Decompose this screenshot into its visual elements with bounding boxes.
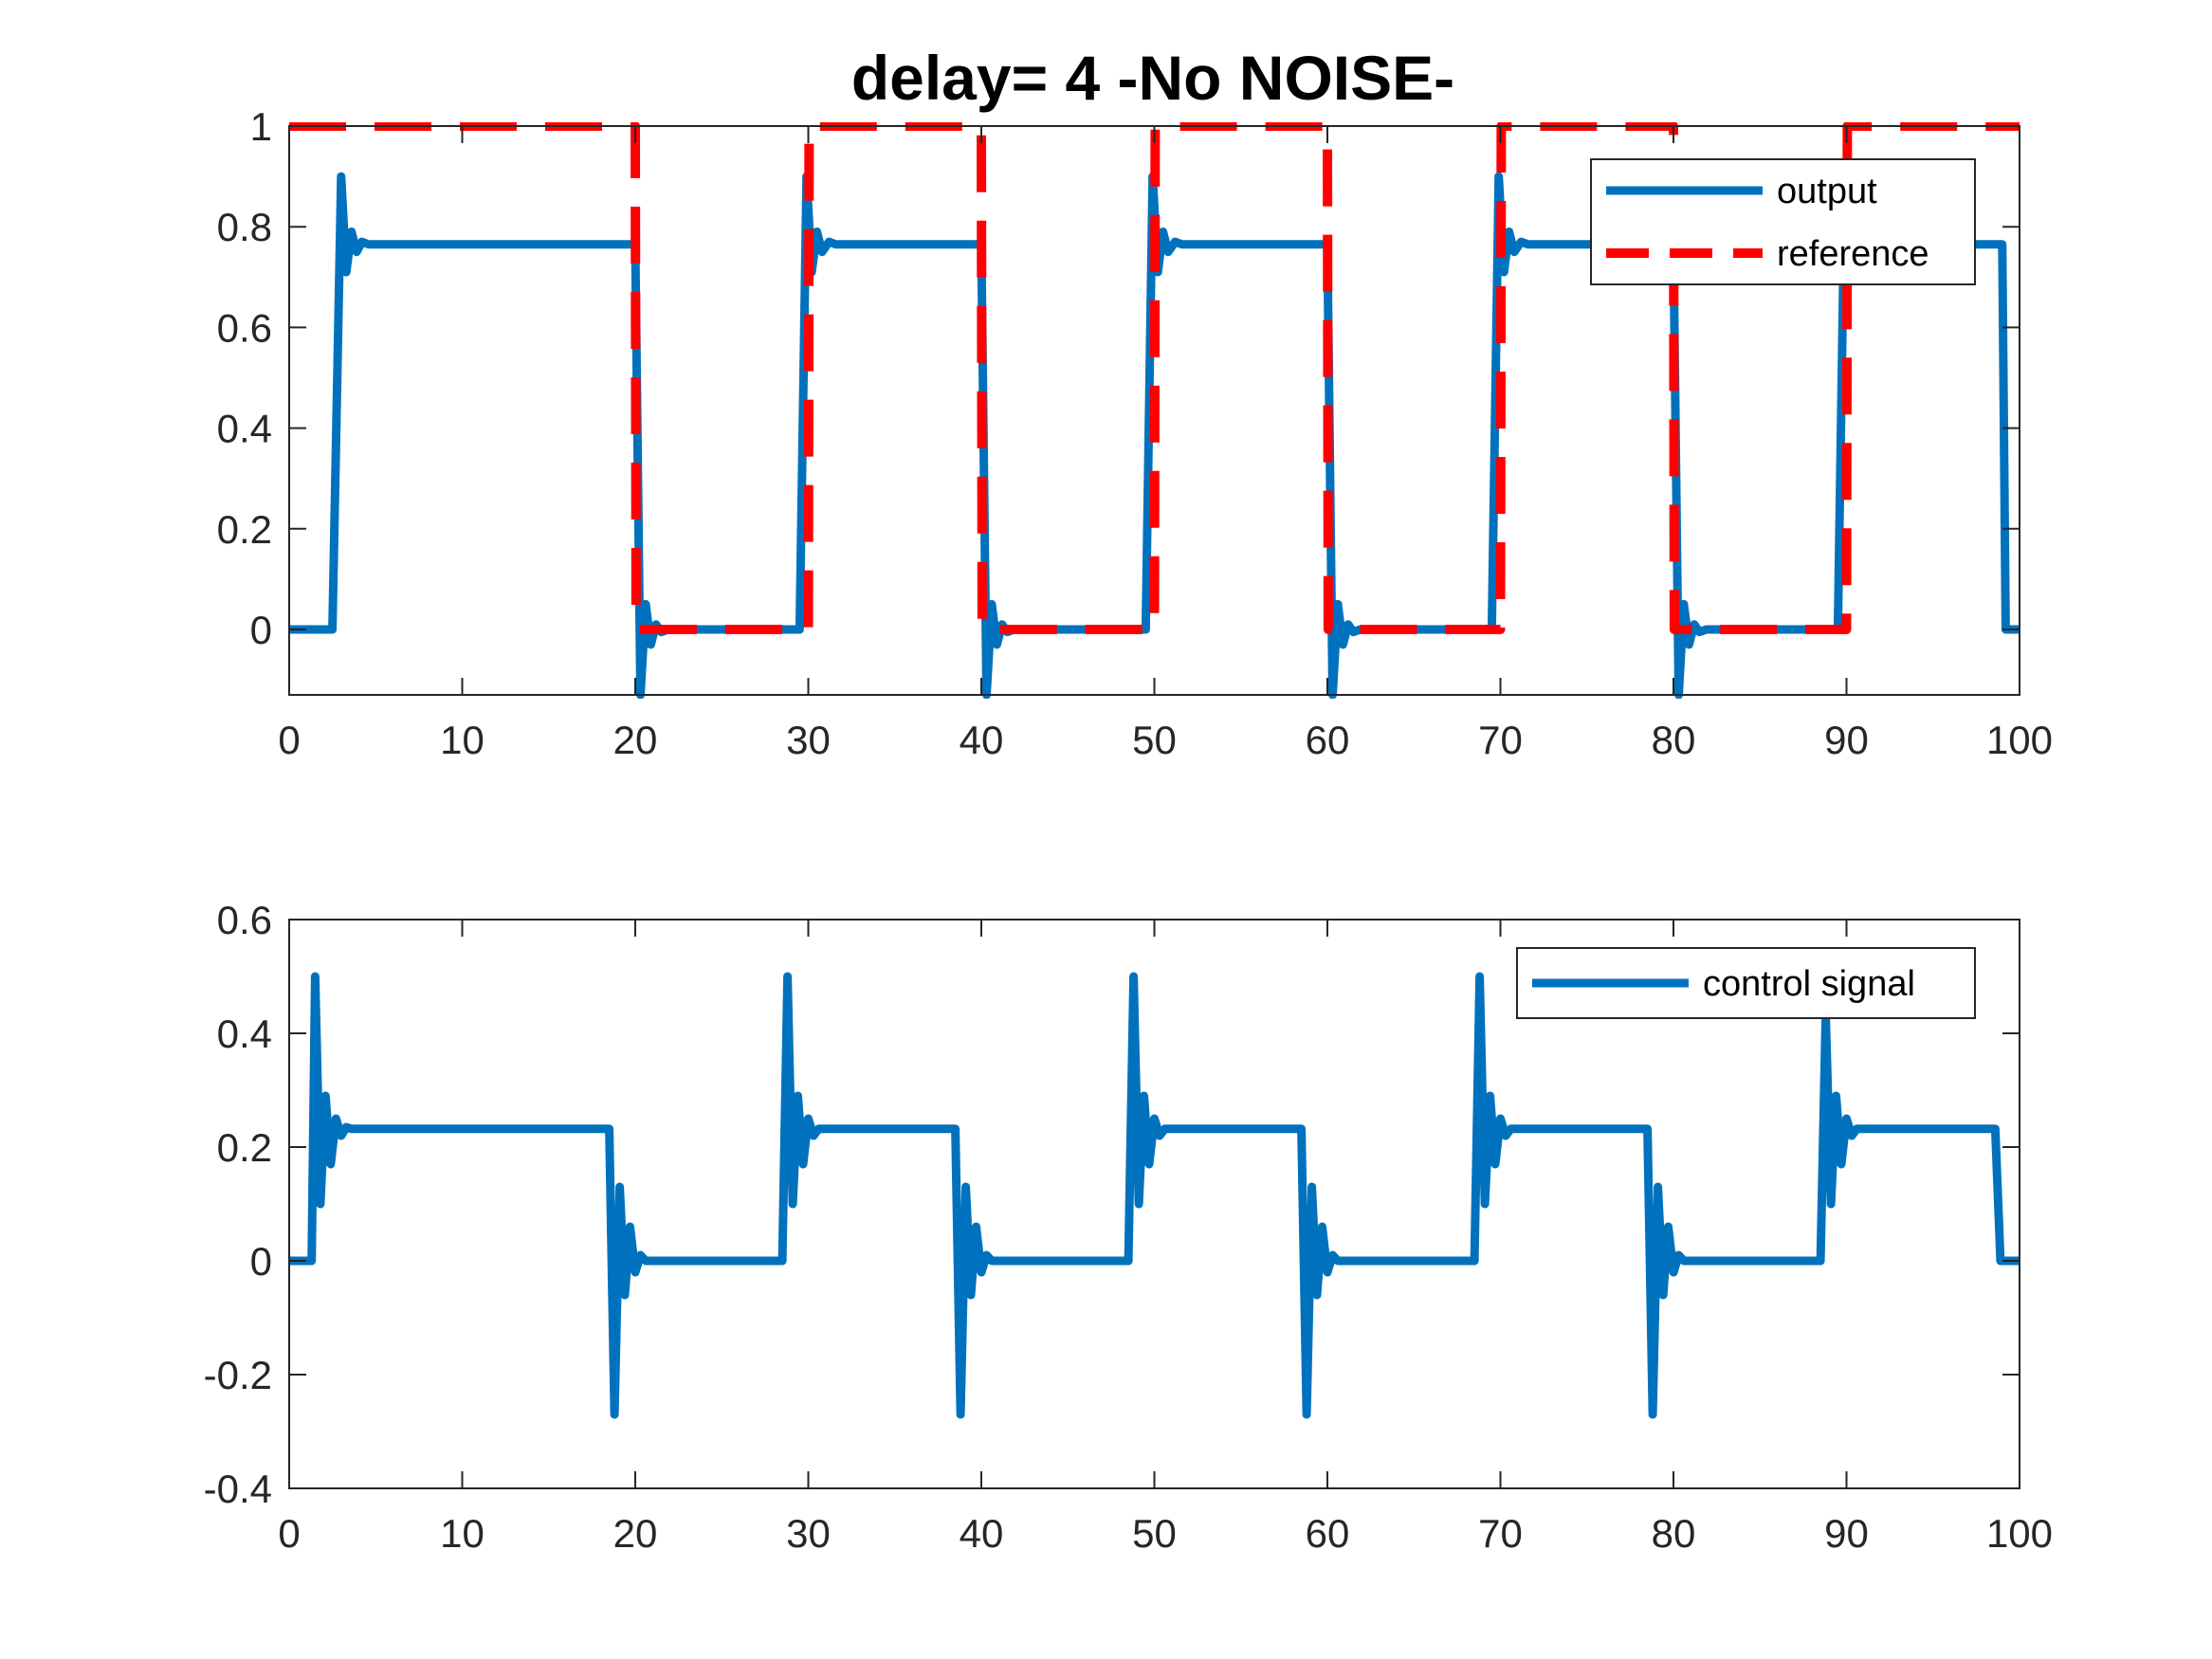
legend-label: output: [1777, 172, 1877, 211]
y-tick-label: 1: [250, 104, 272, 149]
x-tick-label: 90: [1824, 718, 1869, 762]
y-tick-label: 0.2: [217, 507, 272, 552]
x-tick-label: 80: [1652, 718, 1696, 762]
x-tick-label: 40: [960, 718, 1004, 762]
top-subplot: 0 10 20 30 40 50 60 70 80 90 100 0 0.2 0.4 0.6 0.8 1 outp…: [217, 104, 2053, 762]
x-tick-label: 30: [786, 718, 831, 762]
x-tick-label: 0: [278, 718, 300, 762]
x-tick-label: 50: [1132, 718, 1177, 762]
x-tick-label: 10: [440, 1511, 484, 1556]
y-tick-label: 0.4: [217, 407, 272, 451]
x-tick-label: 80: [1652, 1511, 1696, 1556]
x-tick-label: 20: [613, 1511, 658, 1556]
series-group: [289, 122, 2020, 699]
bottom-subplot: 0 10 20 30 40 50 60 70 80 90 100 -0.4 -0.2 0 0.2 0.4 0.6…: [204, 898, 2053, 1556]
legend-label: control signal: [1703, 964, 1915, 1004]
x-tick-label: 60: [1306, 718, 1350, 762]
x-tick-label: 50: [1132, 1511, 1177, 1556]
x-tick-label: 40: [960, 1511, 1004, 1556]
legend-box: [1590, 158, 1976, 285]
x-tick-label: 0: [278, 1511, 300, 1556]
legend: output reference: [1590, 158, 1976, 285]
x-tick-label: 70: [1478, 1511, 1523, 1556]
x-tick-label: 20: [613, 718, 658, 762]
series-line-reference: [289, 122, 2020, 634]
y-tick-label: 0.4: [217, 1012, 272, 1056]
chart-title: delay= 4 -No NOISE-: [851, 43, 1454, 113]
x-tick-label: 10: [440, 718, 484, 762]
x-tick-label: 100: [1986, 718, 2053, 762]
series-line-output: [289, 172, 2020, 699]
series-group: [289, 972, 2020, 1419]
x-tick-label: 100: [1986, 1511, 2053, 1556]
y-tick-label: 0.6: [217, 898, 272, 942]
series-line-control-signal: [289, 972, 2020, 1419]
y-tick-label: 0.8: [217, 205, 272, 249]
x-tick-label: 70: [1478, 718, 1523, 762]
legend: control signal: [1516, 947, 1976, 1019]
legend-label: reference: [1777, 234, 1929, 274]
y-tick-label: 0.6: [217, 305, 272, 350]
x-tick-label: 30: [786, 1511, 831, 1556]
y-tick-label: -0.4: [204, 1467, 272, 1511]
y-tick-label: 0.2: [217, 1125, 272, 1170]
x-tick-label: 60: [1306, 1511, 1350, 1556]
x-tick-label: 90: [1824, 1511, 1869, 1556]
y-tick-label: -0.2: [204, 1353, 272, 1397]
y-tick-label: 0: [250, 1239, 272, 1284]
y-tick-label: 0: [250, 608, 272, 652]
